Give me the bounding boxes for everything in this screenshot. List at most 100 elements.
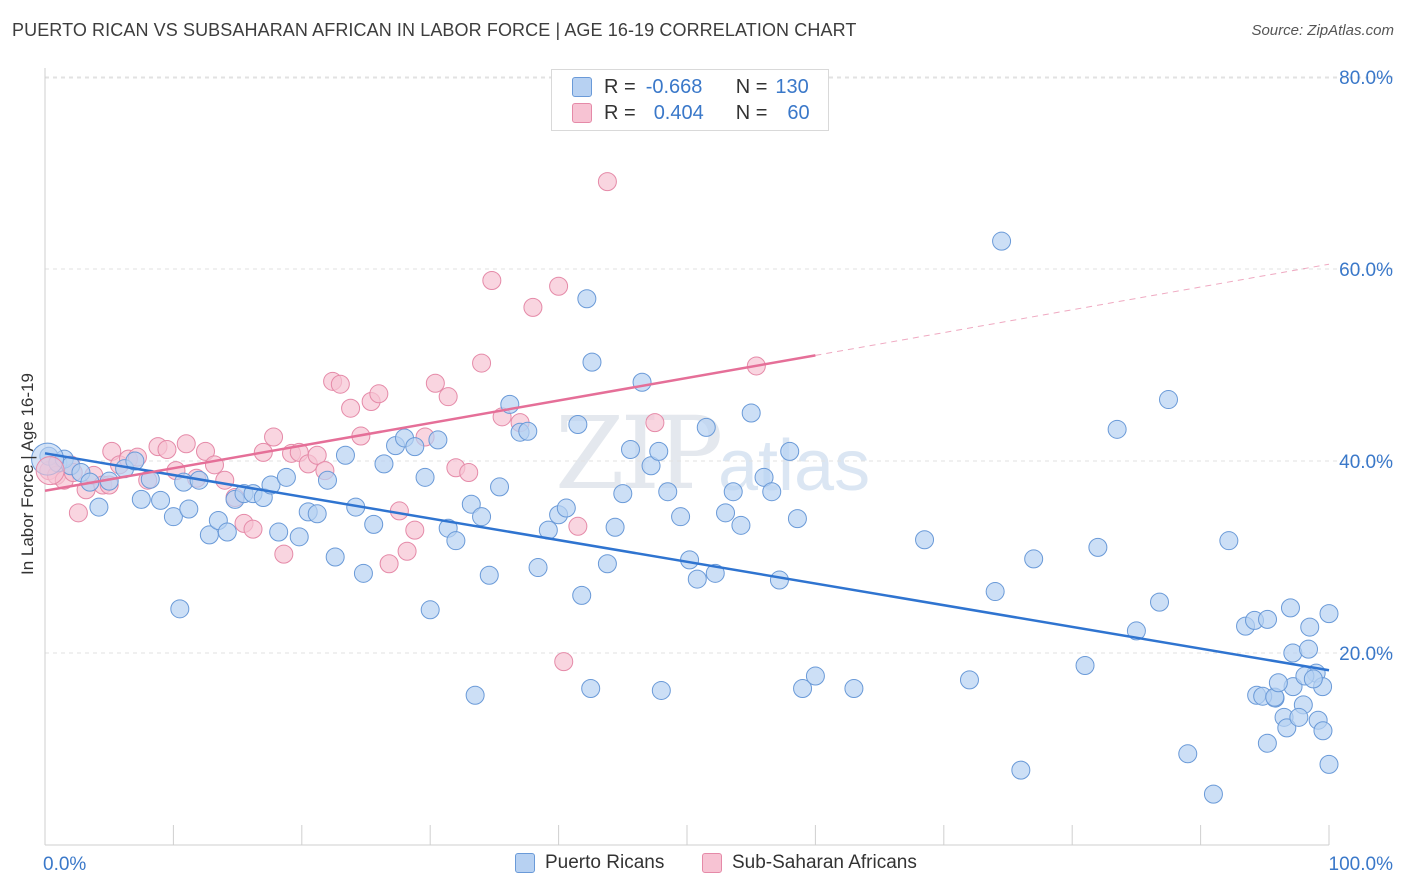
puerto-rican-point (1257, 733, 1277, 753)
subsaharan-point (379, 554, 399, 574)
subsaharan-point (554, 652, 574, 672)
puerto-rican-point (415, 467, 435, 487)
puerto-rican-point (335, 445, 355, 465)
y-axis-label: In Labor Force | Age 16-19 (18, 373, 37, 575)
legend-n-value: 60 (787, 101, 810, 124)
subsaharan-point (523, 297, 543, 317)
puerto-rican-point (793, 679, 813, 699)
series-swatch-subsaharan (702, 853, 722, 873)
puerto-rican-point (1277, 718, 1297, 738)
puerto-rican-point (651, 680, 671, 700)
puerto-rican-point (1280, 598, 1300, 618)
puerto-rican-point (556, 498, 576, 518)
subsaharan-point (274, 544, 294, 564)
subsaharan-point (369, 384, 389, 404)
subsaharan-point (68, 503, 88, 523)
y-tick-label: 60.0% (1339, 260, 1393, 281)
puerto-rican-point (915, 530, 935, 550)
puerto-rican-point (472, 507, 492, 527)
puerto-rican-point (1319, 604, 1339, 624)
puerto-rican-point (374, 454, 394, 474)
puerto-rican-point (465, 685, 485, 705)
legend-row-puerto-ricans: R = -0.668 N = 130 (572, 75, 809, 99)
series-legend-puerto-ricans: Puerto Ricans (515, 852, 664, 874)
subsaharan-point (215, 470, 235, 490)
puerto-rican-point (364, 514, 384, 534)
legend-r-label: R = (604, 101, 636, 124)
puerto-rican-point (613, 484, 633, 504)
puerto-rican-point (687, 569, 707, 589)
puerto-rican-point (572, 585, 592, 605)
puerto-rican-point (170, 599, 190, 619)
watermark-zip: ZIP (555, 395, 723, 512)
puerto-rican-point (605, 517, 625, 537)
x-tick-label: 0.0% (43, 854, 86, 875)
x-tick-label: 100.0% (1329, 854, 1394, 875)
subsaharan-point (472, 353, 492, 373)
puerto-rican-point (1300, 617, 1320, 637)
legend-swatch-puerto-ricans (572, 77, 592, 97)
legend-n-label: N = (735, 101, 768, 124)
puerto-rican-point (658, 482, 678, 502)
puerto-rican-point (680, 550, 700, 570)
legend-r-label: R = (604, 75, 636, 98)
subsaharan-point (196, 441, 215, 461)
puerto-rican-trendline (44, 452, 1330, 672)
puerto-rican-point (723, 482, 743, 502)
puerto-rican-point (490, 477, 510, 497)
puerto-rican-point (716, 503, 736, 523)
puerto-rican-point (269, 522, 289, 542)
puerto-rican-point (597, 554, 617, 574)
puerto-rican-point (731, 515, 751, 535)
puerto-rican-point (179, 499, 199, 519)
subsaharan-point (157, 439, 177, 459)
puerto-rican-point (446, 531, 466, 551)
subsaharan-point (176, 434, 196, 454)
puerto-rican-point (1159, 390, 1178, 410)
puerto-rican-point (1203, 784, 1223, 804)
subsaharan-point (204, 455, 224, 475)
subsaharan-point (597, 172, 617, 192)
puerto-rican-point (405, 437, 425, 457)
puerto-rican-point (632, 372, 652, 392)
puerto-rican-point (581, 679, 601, 699)
puerto-rican-point (805, 666, 825, 686)
puerto-rican-point (353, 563, 373, 583)
source-label: Source: ZipAtlas.com (1251, 22, 1394, 39)
puerto-rican-point (1178, 744, 1198, 764)
puerto-rican-point (1107, 419, 1127, 439)
puerto-rican-point (769, 570, 789, 590)
puerto-rican-point (787, 509, 807, 529)
puerto-rican-point (844, 679, 864, 699)
puerto-rican-point (582, 352, 602, 372)
puerto-rican-point (671, 507, 691, 527)
y-tick-label: 80.0% (1339, 68, 1393, 89)
legend-swatch-subsaharan (572, 103, 592, 123)
legend-r-value: 0.404 (653, 101, 704, 124)
puerto-rican-point (461, 494, 481, 514)
puerto-rican-point (1283, 643, 1303, 663)
puerto-rican-point (1299, 639, 1319, 659)
series-legend: Puerto Ricans Sub-Saharan Africans (0, 852, 1406, 878)
series-label-puerto-ricans: Puerto Ricans (545, 852, 665, 873)
subsaharan-point (243, 519, 263, 539)
puerto-rican-point (1258, 609, 1278, 629)
puerto-rican-point (428, 430, 448, 450)
puerto-rican-point (762, 482, 782, 502)
subsaharan-point (459, 463, 479, 483)
puerto-rican-point (696, 417, 716, 437)
series-swatch-puerto-ricans (515, 853, 535, 873)
puerto-rican-point (1303, 669, 1323, 689)
subsaharan-point (35, 456, 65, 486)
subsaharan-point (645, 413, 665, 433)
puerto-rican-point (217, 522, 237, 542)
chart-title: PUERTO RICAN VS SUBSAHARAN AFRICAN IN LA… (12, 20, 857, 40)
puerto-rican-point (479, 565, 499, 585)
subsaharan-point (405, 520, 425, 540)
puerto-rican-point (577, 289, 597, 309)
puerto-rican-point (1219, 531, 1239, 551)
subsaharan-point (307, 445, 327, 465)
puerto-rican-point (325, 547, 345, 567)
legend-n-label: N = (735, 75, 768, 98)
